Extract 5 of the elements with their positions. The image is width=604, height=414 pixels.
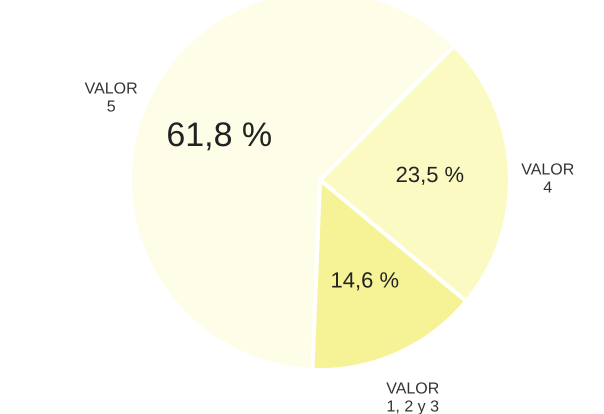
data-label: 61,8 %: [166, 116, 272, 154]
slice-label: VALOR 4: [521, 161, 574, 196]
data-label: 14,6 %: [330, 267, 400, 292]
data-label: 23,5 %: [396, 162, 464, 187]
slice-label: VALOR 5: [84, 80, 138, 116]
